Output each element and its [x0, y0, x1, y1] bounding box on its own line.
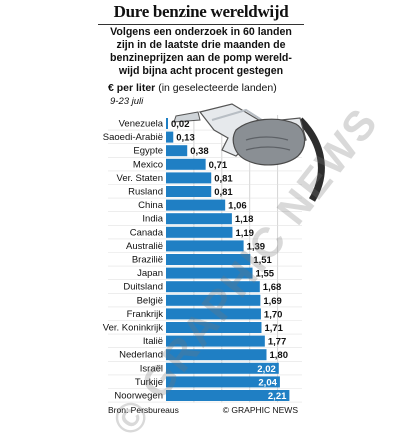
- bar: [166, 281, 260, 293]
- bar: [166, 186, 212, 197]
- bar: [166, 308, 261, 320]
- bar: [166, 322, 262, 333]
- category-label: Ver. Staten: [117, 173, 163, 184]
- value-label: 2,21: [268, 391, 287, 402]
- fuel-pump-nozzle-icon: [173, 103, 325, 202]
- category-label: Brazilië: [132, 255, 163, 266]
- value-label: 1,71: [264, 323, 283, 334]
- bar: [166, 145, 188, 157]
- subtitle-line: wijd bijna acht procent gestegen: [118, 65, 284, 77]
- category-label: India: [142, 214, 163, 225]
- bar: [166, 294, 261, 306]
- bar: [166, 131, 174, 143]
- category-label: Duitsland: [123, 282, 163, 293]
- bar: [166, 335, 265, 347]
- value-label: 0,71: [209, 160, 228, 171]
- value-label: 2,04: [258, 377, 277, 388]
- value-label: 1,39: [247, 241, 266, 252]
- source-note: Bron: Persbureaus: [108, 405, 179, 415]
- bars-layer: Venezuela 0,02 Saoedi-Arabië 0,13 Egypte 0,38…: [103, 118, 290, 402]
- bar: [166, 376, 280, 388]
- credit-note: © GRAPHIC NEWS: [222, 405, 298, 415]
- chart-subtitle: Volgens een onderzoek in 60 landen zijn …: [98, 26, 304, 78]
- category-label: Noorwegen: [114, 391, 163, 402]
- category-label: België: [137, 295, 163, 306]
- value-label: 1,68: [263, 282, 282, 293]
- category-label: Canada: [130, 227, 164, 238]
- category-label: China: [138, 200, 164, 211]
- category-label: Japan: [137, 268, 163, 279]
- unit-label: € per liter (in geselecteerde landen): [108, 82, 277, 95]
- bar: [166, 254, 251, 265]
- bar: [166, 349, 267, 361]
- category-label: Nederland: [119, 350, 163, 361]
- category-label: Rusland: [128, 187, 163, 198]
- unit-rest: (in geselecteerde landen): [155, 82, 277, 94]
- bar: [166, 240, 244, 252]
- value-label: 1,51: [253, 255, 272, 266]
- subtitle-line: Volgens een onderzoek in 60 landen: [110, 26, 292, 38]
- bar: [166, 213, 232, 225]
- value-label: 1,70: [264, 309, 283, 320]
- value-label: 0,81: [214, 173, 233, 184]
- unit-bold: € per liter: [108, 82, 156, 94]
- title-divider: [98, 24, 304, 25]
- value-label: 1,77: [268, 337, 287, 348]
- subtitle-line: benzineprijzen aan de pomp wereld-: [110, 52, 292, 64]
- bar: [166, 390, 290, 401]
- category-label: Saoedi-Arabië: [103, 132, 163, 143]
- category-label: Italië: [143, 336, 163, 347]
- value-label: 0,38: [190, 146, 209, 157]
- category-label: Turkije: [135, 377, 163, 388]
- category-label: Ver. Koninkrijk: [103, 323, 163, 334]
- category-label: Venezuela: [119, 119, 164, 130]
- value-label: 1,69: [263, 296, 282, 307]
- bar: [166, 118, 168, 129]
- value-label: 1,80: [270, 350, 289, 361]
- value-label: 0,13: [176, 133, 195, 144]
- value-label: 0,81: [214, 187, 233, 198]
- value-label: 1,55: [256, 269, 275, 280]
- value-label: 0,02: [171, 119, 190, 130]
- bar: [166, 226, 233, 238]
- date-range: 9-23 juli: [110, 96, 144, 107]
- bar: [166, 172, 212, 184]
- value-label: 1,18: [235, 214, 254, 225]
- bar: [166, 362, 279, 374]
- subtitle-line: zijn in de laatste drie maanden de: [116, 39, 286, 51]
- category-label: Australië: [126, 241, 163, 252]
- bar-chart: Venezuela 0,02 Saoedi-Arabië 0,13 Egypte 0,38…: [103, 103, 325, 403]
- value-label: 2,02: [257, 364, 276, 375]
- value-label: 1,19: [235, 228, 254, 239]
- bar: [166, 158, 206, 170]
- category-label: Frankrijk: [127, 309, 164, 320]
- bar: [166, 199, 226, 211]
- value-label: 1,06: [228, 201, 247, 212]
- bar: [166, 267, 253, 279]
- category-label: Egypte: [133, 146, 163, 157]
- chart-title: Dure benzine wereldwijd: [113, 2, 289, 21]
- category-label: Mexico: [133, 159, 163, 170]
- category-label: Israël: [140, 363, 163, 374]
